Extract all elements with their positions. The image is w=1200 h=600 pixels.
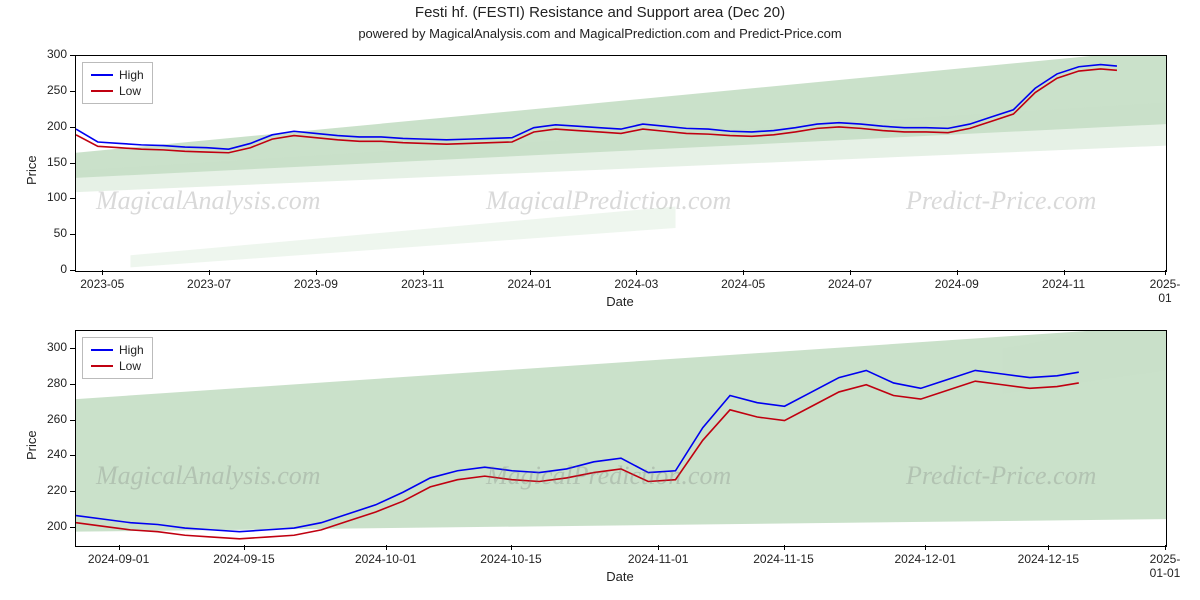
xtick-line	[658, 545, 659, 550]
ytick-label: 0	[27, 262, 67, 276]
xtick-label: 2024-09	[935, 277, 979, 291]
legend-swatch-high	[91, 349, 113, 351]
ytick-line	[70, 55, 75, 56]
xtick-line	[386, 545, 387, 550]
ytick-line	[70, 348, 75, 349]
chart-title: Festi hf. (FESTI) Resistance and Support…	[0, 4, 1200, 21]
xtick-line	[119, 545, 120, 550]
xtick-label: 2023-07	[187, 277, 231, 291]
legend-label-high: High	[119, 343, 144, 357]
xtick-line	[784, 545, 785, 550]
legend-label-low: Low	[119, 359, 141, 373]
xtick-label: 2024-09-15	[213, 552, 274, 566]
ytick-line	[70, 491, 75, 492]
xtick-line	[850, 270, 851, 275]
xtick-line	[511, 545, 512, 550]
xtick-line	[1064, 270, 1065, 275]
xtick-line	[530, 270, 531, 275]
top-chart-xlabel: Date	[75, 294, 1165, 309]
xtick-line	[1165, 545, 1166, 550]
ytick-label: 280	[27, 376, 67, 390]
xtick-line	[1165, 270, 1166, 275]
ytick-line	[70, 127, 75, 128]
ytick-line	[70, 198, 75, 199]
ytick-line	[70, 527, 75, 528]
xtick-label: 2023-11	[401, 277, 444, 291]
ytick-label: 240	[27, 447, 67, 461]
xtick-label: 2024-05	[721, 277, 765, 291]
legend-row-high: High	[91, 342, 144, 358]
bottom-chart-svg	[76, 331, 1166, 546]
xtick-line	[1048, 545, 1049, 550]
top-chart-plot-area: High Low MagicalAnalysis.com MagicalPred…	[75, 55, 1167, 272]
xtick-label: 2024-12-01	[894, 552, 955, 566]
legend-row-low: Low	[91, 83, 144, 99]
xtick-label: 2024-11	[1042, 277, 1085, 291]
xtick-line	[925, 545, 926, 550]
xtick-label: 2024-12-15	[1018, 552, 1079, 566]
legend-swatch-low	[91, 365, 113, 367]
xtick-label: 2024-10-15	[480, 552, 541, 566]
ytick-label: 150	[27, 155, 67, 169]
xtick-line	[209, 270, 210, 275]
xtick-label: 2024-01	[507, 277, 551, 291]
xtick-label: 2024-10-01	[355, 552, 416, 566]
ytick-label: 260	[27, 412, 67, 426]
chart-subtitle: powered by MagicalAnalysis.com and Magic…	[0, 26, 1200, 41]
xtick-label: 2025-01-01	[1148, 552, 1183, 580]
legend-swatch-high	[91, 74, 113, 76]
xtick-line	[316, 270, 317, 275]
legend-row-low: Low	[91, 358, 144, 374]
ytick-line	[70, 163, 75, 164]
xtick-label: 2023-05	[80, 277, 124, 291]
xtick-label: 2024-07	[828, 277, 872, 291]
bottom-chart-legend: High Low	[82, 337, 153, 379]
ytick-label: 200	[27, 519, 67, 533]
bottom-chart-xlabel: Date	[75, 569, 1165, 584]
legend-label-low: Low	[119, 84, 141, 98]
bottom-chart-plot-area: High Low MagicalAnalysis.com MagicalPred…	[75, 330, 1167, 547]
ytick-label: 220	[27, 483, 67, 497]
ytick-label: 50	[27, 226, 67, 240]
top-chart-svg	[76, 56, 1166, 271]
xtick-line	[636, 270, 637, 275]
ytick-label: 200	[27, 119, 67, 133]
ytick-label: 300	[27, 47, 67, 61]
legend-row-high: High	[91, 67, 144, 83]
xtick-label: 2023-09	[294, 277, 338, 291]
ytick-line	[70, 420, 75, 421]
legend-swatch-low	[91, 90, 113, 92]
xtick-line	[244, 545, 245, 550]
ytick-line	[70, 270, 75, 271]
xtick-label: 2024-03	[614, 277, 658, 291]
xtick-line	[743, 270, 744, 275]
xtick-label: 2025-01	[1148, 277, 1183, 305]
xtick-line	[957, 270, 958, 275]
xtick-line	[102, 270, 103, 275]
ytick-line	[70, 384, 75, 385]
legend-label-high: High	[119, 68, 144, 82]
ytick-line	[70, 91, 75, 92]
ytick-line	[70, 455, 75, 456]
ytick-label: 100	[27, 190, 67, 204]
xtick-line	[423, 270, 424, 275]
ytick-label: 250	[27, 83, 67, 97]
top-chart-legend: High Low	[82, 62, 153, 104]
xtick-label: 2024-09-01	[88, 552, 149, 566]
xtick-label: 2024-11-01	[628, 552, 689, 566]
xtick-label: 2024-11-15	[753, 552, 814, 566]
ytick-line	[70, 234, 75, 235]
ytick-label: 300	[27, 340, 67, 354]
chart-container: Festi hf. (FESTI) Resistance and Support…	[0, 0, 1200, 600]
